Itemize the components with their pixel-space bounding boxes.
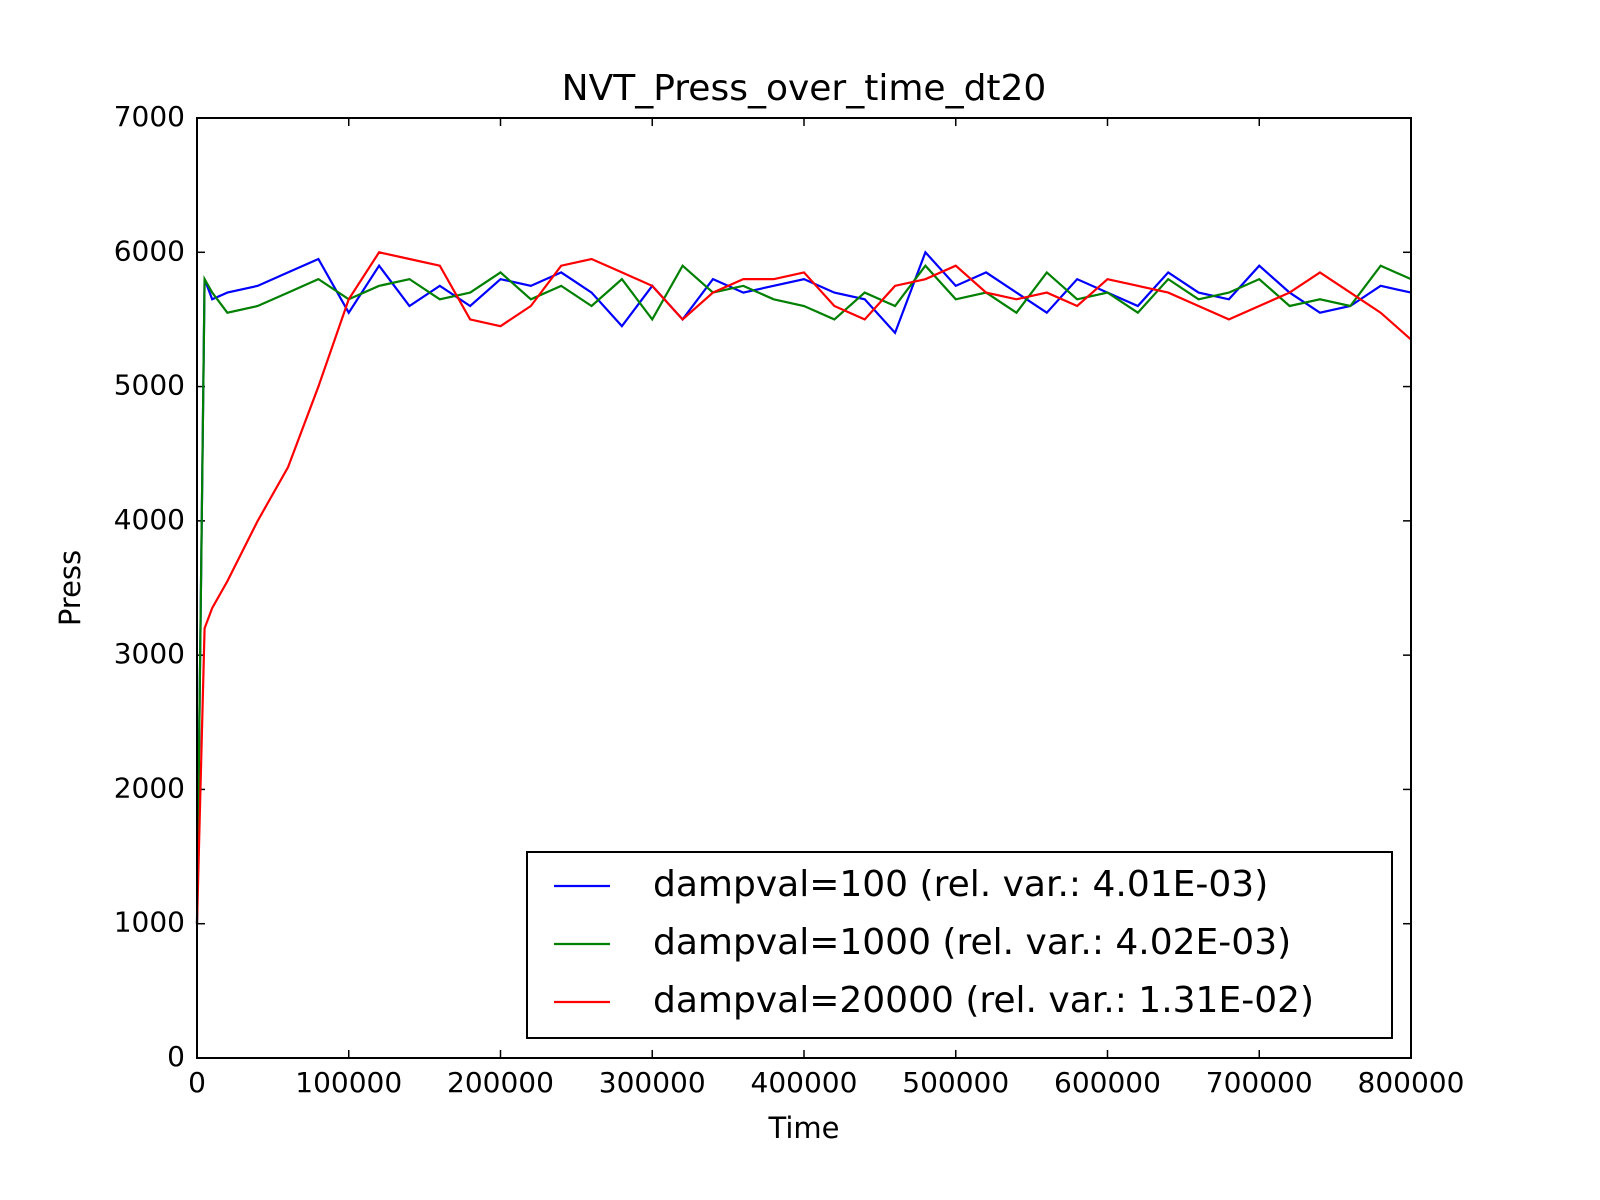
y-tick-label: 3000 xyxy=(114,637,185,670)
x-tick-label: 600000 xyxy=(1054,1066,1161,1099)
data-line xyxy=(195,250,1412,924)
y-tick-label: 4000 xyxy=(114,503,185,536)
y-tick-label: 7000 xyxy=(114,100,185,133)
legend-label: dampval=20000 (rel. var.: 1.31E-02) xyxy=(653,980,1314,1021)
data-line xyxy=(195,263,1412,924)
x-tick-label: 500000 xyxy=(902,1066,1009,1099)
x-tick-label: 400000 xyxy=(751,1066,858,1099)
chart-title: NVT_Press_over_time_dt20 xyxy=(562,68,1047,109)
y-tick-label: 6000 xyxy=(114,234,185,267)
x-tick-label: 0 xyxy=(188,1066,206,1099)
y-tick-label: 0 xyxy=(167,1040,185,1073)
y-tick-label: 5000 xyxy=(114,369,185,402)
x-tick-label: 100000 xyxy=(295,1066,402,1099)
plot-frame xyxy=(196,117,1412,1059)
y-tick-label: 1000 xyxy=(114,906,185,939)
data-line xyxy=(195,251,1412,924)
x-tick-label: 700000 xyxy=(1206,1066,1313,1099)
x-tick-label: 200000 xyxy=(447,1066,554,1099)
x-tick-label: 800000 xyxy=(1358,1066,1465,1099)
y-axis-label: Press xyxy=(53,550,87,626)
x-tick-label: 300000 xyxy=(599,1066,706,1099)
legend-box xyxy=(526,851,1393,1039)
y-tick-label: 2000 xyxy=(114,771,185,804)
x-axis-label: Time xyxy=(768,1111,840,1145)
legend-label: dampval=1000 (rel. var.: 4.02E-03) xyxy=(653,922,1291,963)
legend-label: dampval=100 (rel. var.: 4.01E-03) xyxy=(653,864,1268,905)
